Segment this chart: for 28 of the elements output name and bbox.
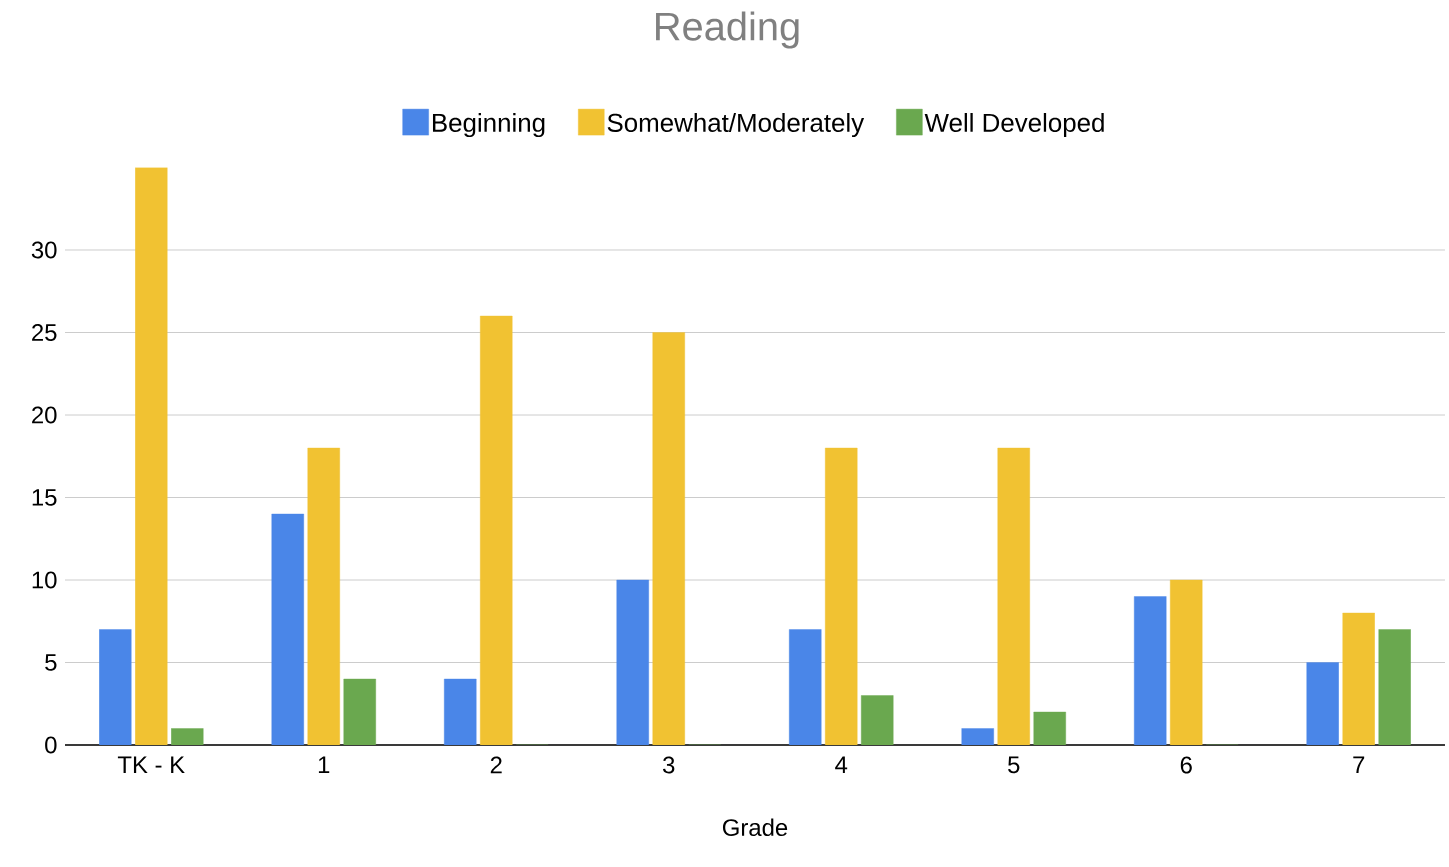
- y-tick-label: 5: [45, 654, 57, 671]
- legend-label: Well Developed: [924, 112, 1104, 138]
- bar: [997, 447, 1030, 745]
- bar: [307, 447, 340, 745]
- x-tick-label: TK - K: [117, 756, 185, 773]
- bar: [1342, 612, 1375, 745]
- x-tick-label: 2: [490, 756, 502, 774]
- y-tick-label: 25: [32, 324, 57, 341]
- y-tick-label: 15: [32, 489, 57, 506]
- x-tick-label: 6: [1180, 756, 1192, 774]
- y-tick-label: 10: [32, 571, 57, 589]
- legend-label: Somewhat/Moderately: [607, 112, 865, 138]
- y-tick-label: 20: [32, 406, 57, 424]
- y-tick-label: 0: [45, 736, 57, 754]
- bar: [825, 447, 858, 745]
- chart-title: Reading: [656, 11, 799, 49]
- x-tick-label: 5: [1008, 756, 1020, 774]
- x-tick-label: 4: [835, 756, 848, 773]
- bar: [480, 315, 513, 745]
- bar: [1170, 579, 1203, 745]
- x-tick-label: 7: [1353, 756, 1365, 773]
- bar: [135, 167, 168, 745]
- bar: [652, 332, 685, 745]
- x-tick-label: 1: [318, 756, 330, 773]
- x-axis-title: Grade: [722, 818, 788, 837]
- x-tick-label: 3: [663, 756, 675, 774]
- y-tick-label: 30: [31, 241, 57, 259]
- legend-label: Beginning: [432, 112, 545, 138]
